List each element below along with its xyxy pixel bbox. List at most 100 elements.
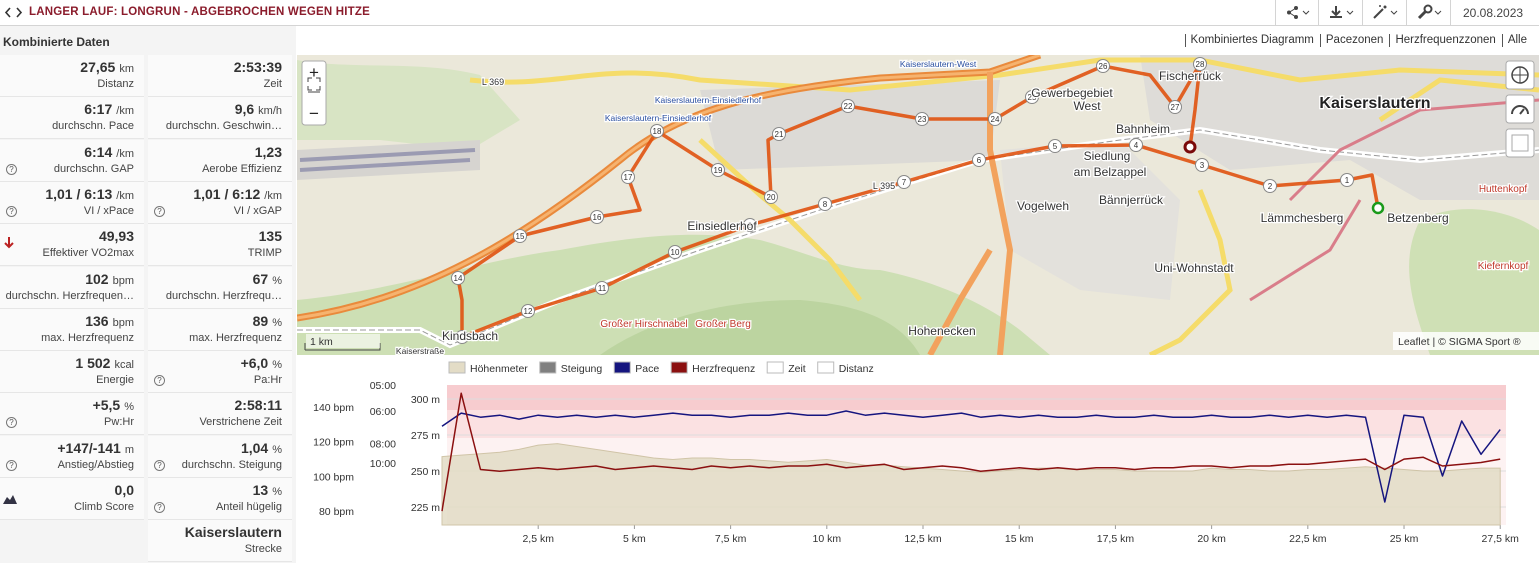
- legend-label: Steigung: [561, 363, 603, 375]
- stat-label: durchschn. Steigung: [181, 458, 282, 471]
- km-marker-label: 15: [516, 232, 525, 241]
- stat-number: 89: [252, 312, 269, 329]
- stat-cell: 9,6 km/h durchschn. Geschwin…: [148, 97, 292, 140]
- zoom-in[interactable]: +: [309, 63, 319, 82]
- map-label: am Belzappel: [1074, 165, 1147, 179]
- km-marker-label: 23: [918, 115, 927, 124]
- km-marker-label: 4: [1134, 141, 1139, 150]
- km-marker: [1096, 59, 1110, 73]
- stat-value: 1,23: [255, 144, 282, 160]
- map-scale: 1 km: [310, 336, 333, 348]
- x-tick-label: 5 km: [623, 533, 646, 545]
- km-marker: [455, 330, 469, 344]
- settings-button[interactable]: [1406, 0, 1451, 25]
- sidebar: Kombinierte Daten 27,65 km Distanz 2:53:39 Z…: [0, 26, 296, 563]
- stat-label: Pw:Hr: [104, 416, 134, 429]
- tools-button[interactable]: [1362, 0, 1407, 25]
- stat-label: Zeit: [263, 78, 282, 90]
- stat-number: 2:58:11: [234, 397, 282, 414]
- zoom-control[interactable]: + −: [301, 60, 327, 126]
- download-button[interactable]: [1318, 0, 1363, 25]
- map-label: L 395: [873, 181, 895, 191]
- stat-value: 136 bpm: [85, 313, 134, 329]
- stat-cell: 6:14/km durchschn. GAP?: [0, 139, 144, 182]
- map-label: Kaiserslautern-West: [900, 59, 977, 69]
- km-marker: [972, 153, 986, 167]
- stat-value: 102 bpm: [85, 271, 134, 287]
- km-marker: [1025, 90, 1039, 104]
- km-marker-label: 26: [1099, 62, 1108, 71]
- climb-icon: [3, 495, 17, 504]
- stat-cell: 2:53:39 Zeit: [148, 55, 292, 97]
- stat-label: TRIMP: [247, 247, 282, 260]
- layer-buttons[interactable]: [1505, 60, 1535, 158]
- y-tick-label: 08:00: [370, 438, 396, 450]
- stat-cell: 135 TRIMP: [148, 224, 292, 267]
- stat-label: Pa:Hr: [253, 374, 282, 387]
- stat-number: 135: [258, 228, 282, 245]
- km-marker-label: 11: [598, 284, 607, 293]
- km-marker-label: 27: [1171, 103, 1180, 112]
- y-tick-label: 05:00: [370, 380, 396, 392]
- elevation-area: [441, 443, 1501, 526]
- map-attribution[interactable]: Leaflet | © SIGMA Sport ®: [1398, 336, 1521, 348]
- share-button[interactable]: [1275, 0, 1319, 25]
- stat-value: 0,0: [115, 482, 134, 498]
- map-label: Kaiserslautern-Einsiedlerhof: [655, 95, 762, 105]
- stat-label: Distanz: [97, 78, 134, 90]
- climb-shape: [3, 495, 17, 504]
- km-marker-label: 25: [1028, 93, 1037, 102]
- stat-number: 1,04: [240, 439, 269, 456]
- tab[interactable]: Pacezonen: [1319, 34, 1390, 47]
- km-marker-label: 13: [458, 333, 467, 342]
- zoom-out[interactable]: −: [309, 104, 319, 123]
- legend-swatch: [817, 361, 835, 374]
- stat-number: 0,0: [114, 482, 134, 498]
- stat-cell: 1,04% durchschn. Steigung?: [148, 435, 292, 478]
- stat-label: Aerobe Effizienz: [202, 162, 282, 175]
- stat-value: 67%: [253, 271, 282, 287]
- km-marker: [521, 304, 535, 318]
- stat-number: 6:17: [84, 101, 113, 118]
- stat-number: 1,01 / 6:12: [193, 185, 261, 202]
- stat-cell: 102 bpm durchschn. Herzfrequen…: [0, 266, 144, 309]
- map-label: Betzenberg: [1387, 211, 1448, 225]
- tab[interactable]: Alle: [1501, 34, 1533, 47]
- tab[interactable]: Kombiniertes Diagramm: [1184, 34, 1320, 47]
- map-label: Einsiedlerhof: [687, 219, 757, 233]
- x-tick-label: 12,5 km: [904, 533, 942, 545]
- km-marker-label: 19: [714, 166, 723, 175]
- stat-unit: km/h: [258, 105, 282, 118]
- km-marker-label: 8: [823, 200, 828, 209]
- x-tick-label: 2,5 km: [522, 533, 554, 545]
- km-marker: [513, 229, 527, 243]
- nav-arrows[interactable]: [0, 0, 28, 25]
- tab[interactable]: Herzfrequenzzonen: [1389, 34, 1501, 47]
- map-label: Großer Hirschnabel: [600, 319, 687, 330]
- stat-number: 1,01 / 6:13: [45, 185, 113, 202]
- stat-number: 1,23: [254, 143, 282, 160]
- legend-label: Herzfrequenz: [692, 363, 755, 375]
- legend-swatch: [448, 361, 466, 374]
- km-marker: [818, 197, 832, 211]
- km-marker-label: 17: [624, 173, 633, 182]
- stat-cell: 49,93 Effektiver VO2max: [0, 224, 144, 267]
- km-marker-label: 14: [454, 274, 463, 283]
- stat-label: durchschn. Pace: [52, 120, 134, 133]
- legend-swatch: [670, 361, 688, 374]
- stat-value: 1 502 kcal: [75, 355, 134, 371]
- map-label: Hohenecken: [908, 324, 975, 338]
- stat-cell: +5,5% Pw:Hr?: [0, 393, 144, 436]
- x-tick-label: 22,5 km: [1289, 533, 1327, 545]
- map-label: Kaiserslautern: [1319, 95, 1430, 112]
- stat-unit: km: [119, 63, 134, 75]
- legend-swatch: [766, 361, 784, 374]
- km-marker: [1168, 100, 1182, 114]
- help-icon: ?: [6, 163, 17, 175]
- y-tick-label: 225 m: [411, 502, 440, 514]
- km-marker: [711, 163, 725, 177]
- stat-number: 2:53:39: [233, 59, 282, 75]
- stat-value: 1,01 / 6:12/km: [193, 186, 282, 202]
